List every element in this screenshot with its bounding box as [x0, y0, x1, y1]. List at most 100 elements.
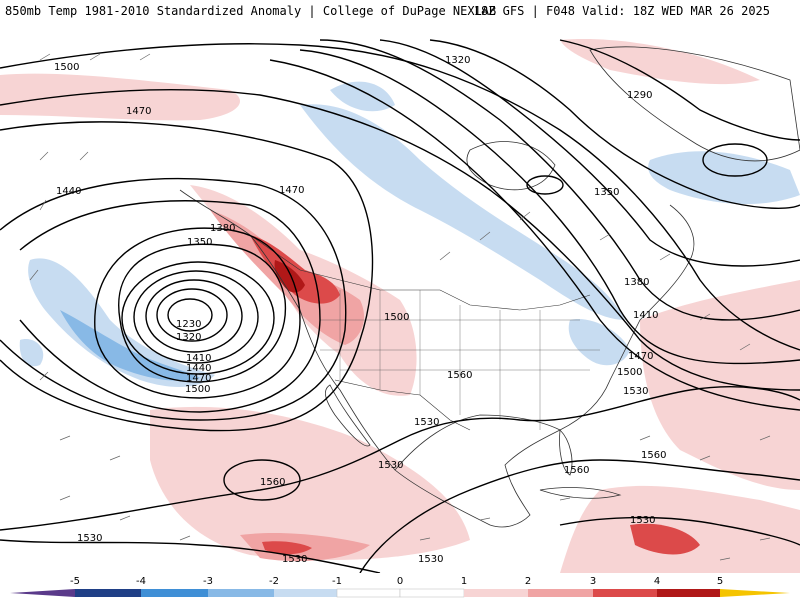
colorbar-tick-label: 3: [590, 576, 596, 587]
contour-label: 1530: [282, 554, 307, 565]
contour-label: 1500: [617, 367, 642, 378]
colorbar-tick-label: -1: [332, 576, 342, 587]
contour-label: 1320: [445, 55, 470, 66]
positive-anomaly-north-east: [560, 39, 760, 85]
contour-label: 1440: [56, 186, 81, 197]
colorbar-swatch: [274, 589, 337, 597]
contour-1350-north: [379, 39, 800, 267]
contour-label: 1380: [210, 223, 235, 234]
anomaly-colorbar: -5 -4 -3 -2 -1 0 1 2 3 4 5: [10, 576, 790, 598]
map-title: 850mb Temp 1981-2010 Standardized Anomal…: [5, 4, 497, 18]
colorbar-swatch: [399, 588, 465, 598]
contour-label: 1290: [627, 90, 652, 101]
contour-label: 1560: [260, 477, 285, 488]
colorbar-tick-label: 1: [461, 576, 467, 587]
wind-barbs: [29, 53, 771, 561]
contour-1410-low: [94, 227, 301, 399]
colorbar-tick-label: 0: [397, 576, 403, 587]
colorbar-swatch: [141, 589, 208, 597]
contour-1320-north: [429, 39, 800, 209]
anomaly-shading: [0, 39, 800, 573]
contour-1530-south: [0, 386, 800, 531]
negative-anomaly-west: [19, 339, 44, 367]
colorbar-labels: -5 -4 -3 -2 -1 0 1 2 3 4 5: [70, 576, 723, 587]
positive-anomaly-mexico: [150, 406, 470, 560]
gulf-of-mexico-coast: [394, 414, 561, 471]
colorbar-swatch: [593, 589, 657, 597]
contour-1260-ring: [156, 288, 228, 342]
contour-1530-sw: [0, 539, 381, 573]
colorbar-tick-label: -5: [70, 576, 80, 587]
contour-label: 1530: [623, 386, 648, 397]
hudson-bay: [466, 141, 556, 191]
colorbar-tick-label: 5: [717, 576, 723, 587]
contour-label: 1560: [447, 370, 472, 381]
contour-label: 1470: [126, 106, 151, 117]
contour-1290-ring: [145, 279, 243, 353]
contour-label: 1500: [185, 384, 210, 395]
contour-label: 1440: [186, 363, 211, 374]
contour-label: 1410: [633, 310, 658, 321]
contour-1500-north: [0, 43, 800, 351]
contour-label: 1500: [54, 62, 79, 73]
positive-anomaly-north-pacific: [0, 73, 240, 121]
colorbar-tick-label: 4: [654, 576, 660, 587]
contour-1230-ring: [167, 298, 213, 332]
colorbar-swatch: [528, 589, 593, 597]
contour-label: 1530: [77, 533, 102, 544]
contour-1440-low: [19, 200, 321, 413]
contour-hudson-low: [526, 175, 564, 195]
north-america-coastline: [179, 189, 695, 528]
contour-1380-low: [118, 243, 287, 383]
baja-california: [325, 384, 371, 447]
greenland-coast: [589, 46, 800, 162]
contour-label: 1410: [186, 353, 211, 364]
geographic-outlines: [179, 46, 800, 528]
contour-1470-low: [0, 177, 347, 421]
contour-label: 1380: [624, 277, 649, 288]
colorbar-tick-label: -3: [203, 576, 213, 587]
contour-label: 1470: [279, 185, 304, 196]
contour-labels: 1500 1470 1440 1470 1380 1350 1230 1320 …: [54, 55, 666, 565]
colorbar-cap-high: [720, 589, 790, 597]
contour-label: 1350: [187, 237, 212, 248]
contour-label: 1230: [176, 319, 201, 330]
contour-label: 1560: [641, 450, 666, 461]
contour-1500-low: [0, 121, 374, 432]
contour-1290-north: [559, 39, 800, 141]
contour-1560-pacific: [223, 459, 301, 501]
colorbar-tick-label: 2: [525, 576, 531, 587]
contour-1530-caribbean: [559, 516, 800, 546]
colorbar-swatch: [464, 589, 528, 597]
contour-label: 1530: [630, 515, 655, 526]
negative-anomaly-baffin: [330, 81, 395, 112]
colorbar-swatch: [208, 589, 274, 597]
contour-label: 1470: [628, 351, 653, 362]
contour-label: 1530: [378, 460, 403, 471]
contour-label: 1470: [186, 373, 211, 384]
colorbar-cap-low: [10, 589, 75, 597]
contour-greenland-low: [702, 143, 768, 177]
cuba-island: [539, 487, 622, 499]
colorbar-tick-label: -4: [136, 576, 146, 587]
positive-anomaly-pnw-max: [274, 260, 305, 293]
contour-label: 1530: [414, 417, 439, 428]
colorbar-swatch: [657, 589, 720, 597]
contour-label: 1350: [594, 187, 619, 198]
negative-anomaly-greenland: [648, 151, 800, 205]
florida-peninsula: [559, 429, 573, 476]
contour-1470-north: [0, 89, 800, 391]
model-run-info: 18Z GFS | F048 Valid: 18Z WED MAR 26 202…: [473, 4, 770, 18]
contour-1320-ring: [133, 270, 259, 364]
contour-1350-ring: [121, 261, 275, 375]
contour-label: 1320: [176, 332, 201, 343]
negative-anomaly-pacific: [28, 258, 215, 387]
contour-label: 1560: [564, 465, 589, 476]
contour-1440-north: [269, 59, 800, 411]
colorbar-swatch: [336, 588, 401, 598]
height-contours: [0, 39, 800, 573]
contour-1380-north: [319, 39, 800, 321]
anomaly-map: 1500 1470 1440 1470 1380 1350 1230 1320 …: [0, 39, 800, 573]
negative-anomaly-atlantic-coast: [568, 319, 630, 366]
positive-anomaly-central-america-core: [262, 541, 312, 555]
